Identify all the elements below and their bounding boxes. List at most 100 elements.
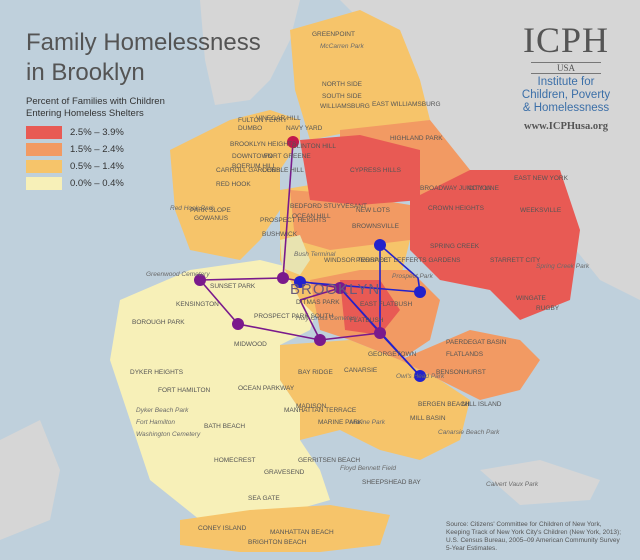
neighborhood-label: Marine Park: [350, 419, 386, 426]
neighborhood-label: GRAVESEND: [264, 469, 305, 476]
neighborhood-label: MILL BASIN: [410, 415, 446, 422]
neighborhood-label: COBBLE HILL: [262, 167, 304, 174]
neighborhood-label: McCarren Park: [320, 43, 364, 50]
legend-item: 0.5% – 1.4%: [26, 159, 226, 174]
region-mid-north: [290, 10, 430, 140]
neighborhood-label: CLINTON HILL: [292, 143, 336, 150]
neighborhood-label: FLATLANDS: [446, 351, 484, 358]
legend-swatch: [26, 177, 62, 190]
neighborhood-label: BAY RIDGE: [298, 369, 333, 376]
legend-label: 0.0% – 0.4%: [70, 178, 124, 189]
purple-marker[interactable]: [232, 318, 244, 330]
logo-country: USA: [530, 62, 601, 74]
neighborhood-label: MADISON: [296, 403, 327, 410]
purple-marker[interactable]: [334, 282, 346, 294]
neighborhood-label: BOERUM HILL: [232, 163, 276, 170]
purple-marker[interactable]: [277, 272, 289, 284]
neighborhood-label: PROSPECT PARK SOUTH: [254, 313, 334, 320]
blue-marker[interactable]: [414, 370, 426, 382]
neighborhood-label: NORTH SIDE: [322, 81, 363, 88]
purple-marker[interactable]: [374, 327, 386, 339]
neighborhood-label: Owl's Head Park: [396, 373, 445, 380]
legend-label: 0.5% – 1.4%: [70, 161, 124, 172]
neighborhood-label: DOWNTOWN: [232, 153, 273, 160]
neighborhood-label: NAVY YARD: [286, 125, 323, 132]
neighborhood-label: GOWANUS: [194, 215, 229, 222]
neighborhood-label: MIDWOOD: [234, 341, 267, 348]
region-high-bedstuy: [300, 135, 420, 205]
neighborhood-label: WILLIAMSBURG: [320, 103, 370, 110]
logo-mark: ICPH: [522, 20, 610, 60]
neighborhood-label: BERGEN BEACH: [418, 401, 470, 408]
neighborhood-label: MILL ISLAND: [462, 401, 502, 408]
neighborhood-label: SEA GATE: [248, 495, 280, 502]
neighborhood-label: FORT HAMILTON: [158, 387, 211, 394]
neighborhood-label: GERRITSEN BEACH: [298, 457, 360, 464]
neighborhood-label: VINEGAR HILL: [256, 115, 301, 122]
legend-swatch: [26, 143, 62, 156]
neighborhood-label: Floyd Bennett Field: [340, 465, 396, 472]
neighborhood-label: PARK SLOPE: [190, 207, 231, 214]
neighborhood-label: CANARSIE: [344, 367, 378, 374]
red-marker[interactable]: [287, 136, 299, 148]
neighborhood-label: GREENPOINT: [312, 31, 355, 38]
neighborhood-label: BROADWAY JUNCTION: [420, 185, 492, 192]
legend-heading: Percent of Families with Children Enteri…: [26, 96, 165, 119]
neighborhood-label: BUSHWICK: [262, 231, 298, 238]
legend-item: 0.0% – 0.4%: [26, 176, 226, 191]
legend-swatch: [26, 126, 62, 139]
region-orange-canarsie: [400, 330, 540, 400]
neighborhood-label: HIGHLAND PARK: [390, 135, 443, 142]
neighborhood-label: SOUTH SIDE: [322, 93, 362, 100]
purple-marker[interactable]: [314, 334, 326, 346]
neighborhood-label: WINGATE: [516, 295, 547, 302]
logo-line: & Homelessness: [522, 102, 610, 114]
neighborhood-label: CROWN HEIGHTS: [428, 205, 485, 212]
logo-url[interactable]: www.ICPHusa.org: [523, 121, 608, 132]
neighborhood-label: Washington Cemetery: [136, 431, 201, 438]
region-high-flatbush: [340, 280, 400, 335]
neighborhood-label: CONEY ISLAND: [198, 525, 247, 532]
blue-marker[interactable]: [294, 276, 306, 288]
neighborhood-label: WINDSOR TERRACE: [324, 257, 389, 264]
icph-logo: ICPH USA Institute for Children, Poverty…: [506, 22, 626, 132]
neighborhood-label: BOROUGH PARK: [132, 319, 185, 326]
neighborhood-label: Bush Terminal: [294, 251, 336, 258]
legend-label: 2.5% – 3.9%: [70, 127, 124, 138]
neighborhood-label: BEDFORD STUYVESANT: [290, 203, 367, 210]
map-title: Family Homelessness in Brooklyn: [26, 29, 261, 86]
logo-line: Institute for: [537, 76, 595, 88]
neighborhood-label: EAST WILLIAMSBURG: [372, 101, 441, 108]
region-orange-central: [290, 190, 410, 250]
neighborhood-label: FORT GREENE: [264, 153, 311, 160]
legend-swatch: [26, 160, 62, 173]
neighborhood-labels: GREENPOINT McCarren Park NORTH SIDE SOUTH S…: [130, 31, 590, 546]
neighborhood-label: EAST FLATBUSH: [360, 301, 412, 308]
neighborhood-label: BATH BEACH: [204, 423, 245, 430]
neighborhood-label: FLATBUSH: [350, 317, 384, 324]
neighborhood-label: Greenwood Cemetery: [146, 271, 210, 278]
legend-item: 1.5% – 2.4%: [26, 142, 226, 157]
neighborhood-label: MANHATTAN TERRACE: [284, 407, 357, 414]
region-low-southwest: [110, 260, 330, 520]
neighborhood-label: EAST NEW YORK: [514, 175, 569, 182]
neighborhood-label: Spring Creek Park: [536, 263, 590, 270]
neighborhood-label: BROOKLYN HEIGHTS: [230, 141, 297, 148]
neighborhood-label: RUGBY: [536, 305, 560, 312]
neighborhood-label: Prospect Park: [392, 273, 434, 280]
blue-marker[interactable]: [414, 286, 426, 298]
neighborhood-label: BROWNSVILLE: [352, 223, 400, 230]
staten-island-landmass: [0, 420, 60, 540]
neighborhood-label: HOMECREST: [214, 457, 256, 464]
neighborhood-label: BENSONHURST: [436, 369, 486, 376]
blue-marker[interactable]: [374, 239, 386, 251]
purple-marker[interactable]: [194, 274, 206, 286]
neighborhood-label: KENSINGTON: [176, 301, 219, 308]
neighborhood-label: DYKER HEIGHTS: [130, 369, 184, 376]
neighborhood-label: CYPRESS HILLS: [350, 167, 402, 174]
neighborhood-label: BRIGHTON BEACH: [248, 539, 307, 546]
neighborhood-label: FULTON FERRY: [238, 117, 288, 124]
jamaica-bay-islands: [480, 460, 600, 505]
neighborhood-label: OCEAN HILL: [292, 213, 331, 220]
neighborhood-label: PAERDEGAT BASIN: [446, 339, 507, 346]
